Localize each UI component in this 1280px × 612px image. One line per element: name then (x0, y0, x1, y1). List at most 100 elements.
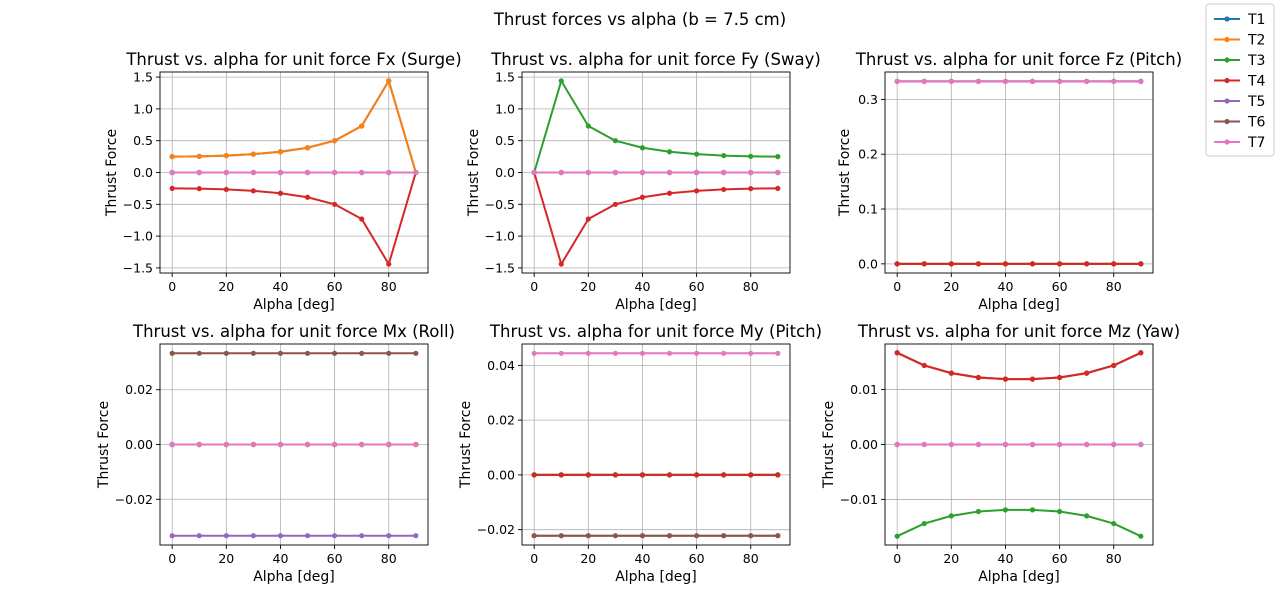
data-point-t4 (975, 261, 981, 267)
data-point-t6 (304, 350, 311, 356)
data-point-t4 (1002, 261, 1009, 267)
data-point-t4 (721, 186, 727, 193)
data-point-t7 (304, 169, 311, 176)
y-axis-label: Thrust Force (96, 401, 112, 489)
series-line-t4 (896, 351, 1142, 381)
series-group (531, 78, 781, 267)
data-point-t2 (169, 153, 175, 160)
data-point-t4 (1057, 261, 1063, 267)
data-point-t7 (1111, 78, 1117, 84)
data-point-t7 (639, 350, 646, 356)
data-point-t7 (1111, 441, 1117, 448)
subplot-5: 0 20 40 60 80 −0.02 0.00 0.02 0.04 Thrust vs. alp… (458, 322, 822, 585)
legend-label: T7 (1247, 135, 1265, 151)
x-tick-label: 60 (327, 279, 343, 294)
legend-swatch-marker (1224, 98, 1230, 104)
x-tick-label: 40 (635, 551, 651, 566)
data-point-t6 (386, 350, 392, 356)
legend-swatch-marker (1224, 139, 1230, 145)
data-point-t5 (413, 533, 419, 539)
x-tick-label: 0 (893, 551, 901, 566)
data-point-t7 (694, 169, 700, 176)
data-point-t6 (694, 533, 700, 539)
legend-item-t2: T2 (1214, 33, 1265, 49)
legend-swatch-marker (1224, 118, 1230, 125)
x-tick-label: 80 (381, 279, 397, 294)
data-point-t4 (359, 216, 365, 222)
data-point-t3 (1057, 508, 1063, 515)
data-point-t6 (223, 350, 229, 356)
data-point-t3 (1029, 507, 1036, 513)
y-tick-label: 1.5 (495, 70, 515, 85)
subplot-title: Thrust vs. alpha for unit force Fx (Surg… (125, 50, 461, 69)
x-tick-label: 20 (218, 551, 234, 566)
data-point-t7 (975, 78, 981, 84)
data-point-t3 (1111, 520, 1117, 527)
data-point-t2 (386, 78, 392, 84)
y-tick-label: −1.0 (123, 229, 153, 244)
y-axis-label: Thrust Force (837, 129, 853, 217)
data-point-t5 (250, 533, 256, 539)
data-point-t6 (612, 533, 618, 539)
data-point-t6 (250, 350, 256, 356)
series-group (169, 350, 419, 539)
y-tick-label: 1.0 (495, 101, 515, 116)
y-axis-label: Thrust Force (821, 401, 837, 489)
data-point-t3 (1084, 513, 1090, 519)
y-tick-label: −1.5 (485, 260, 515, 275)
data-point-t7 (748, 169, 754, 176)
y-tick-label: 0.00 (850, 437, 878, 452)
series-line-t3 (533, 79, 778, 173)
data-point-t4 (531, 472, 537, 478)
y-tick-label: 1.5 (133, 70, 153, 85)
data-point-t7 (169, 441, 175, 448)
data-point-t7 (721, 169, 727, 176)
series-line-t2 (172, 79, 417, 173)
series-line-t3 (896, 508, 1142, 538)
data-point-t2 (304, 145, 311, 151)
data-point-t4 (1002, 376, 1009, 382)
data-point-t4 (223, 186, 229, 193)
data-point-t3 (975, 508, 981, 515)
data-point-t4 (1057, 374, 1063, 381)
data-point-t6 (359, 350, 365, 356)
legend-swatch-marker (1224, 57, 1230, 63)
x-tick-label: 60 (1052, 279, 1068, 294)
data-point-t4 (1029, 261, 1036, 267)
data-point-t2 (332, 138, 338, 144)
y-axis-label: Thrust Force (466, 129, 482, 217)
data-point-t6 (558, 533, 564, 539)
data-point-t4 (1084, 370, 1090, 376)
y-tick-label: −0.02 (115, 492, 153, 507)
data-point-t4 (612, 201, 618, 207)
series-line-t4 (172, 172, 417, 266)
subplot-3: 0 20 40 60 80 0.0 0.1 0.2 0.3 Thrust vs. alpha fo… (837, 50, 1182, 313)
data-point-t4 (748, 472, 754, 478)
legend-label: T5 (1247, 94, 1265, 110)
y-tick-label: 1.0 (133, 101, 153, 116)
data-point-t7 (948, 441, 954, 448)
data-point-t6 (639, 533, 646, 539)
x-tick-label: 20 (943, 279, 959, 294)
data-point-t7 (250, 169, 256, 176)
data-point-t7 (558, 169, 564, 176)
data-point-t7 (196, 169, 202, 176)
data-point-t4 (304, 194, 311, 200)
y-tick-label: −1.5 (123, 260, 153, 275)
x-tick-label: 40 (998, 279, 1014, 294)
data-point-t7 (1084, 441, 1090, 448)
legend-swatch-marker (1224, 77, 1230, 84)
data-point-t4 (694, 188, 700, 194)
series-group (169, 78, 419, 267)
data-point-t4 (639, 472, 646, 478)
data-point-t5 (304, 533, 311, 539)
data-point-t3 (1002, 507, 1009, 513)
data-point-t7 (359, 169, 365, 176)
data-point-t6 (721, 533, 727, 539)
data-point-t4 (921, 261, 927, 267)
data-point-t4 (332, 201, 338, 207)
data-point-t7 (359, 441, 365, 448)
data-point-t4 (948, 261, 954, 267)
data-point-t2 (223, 152, 229, 159)
